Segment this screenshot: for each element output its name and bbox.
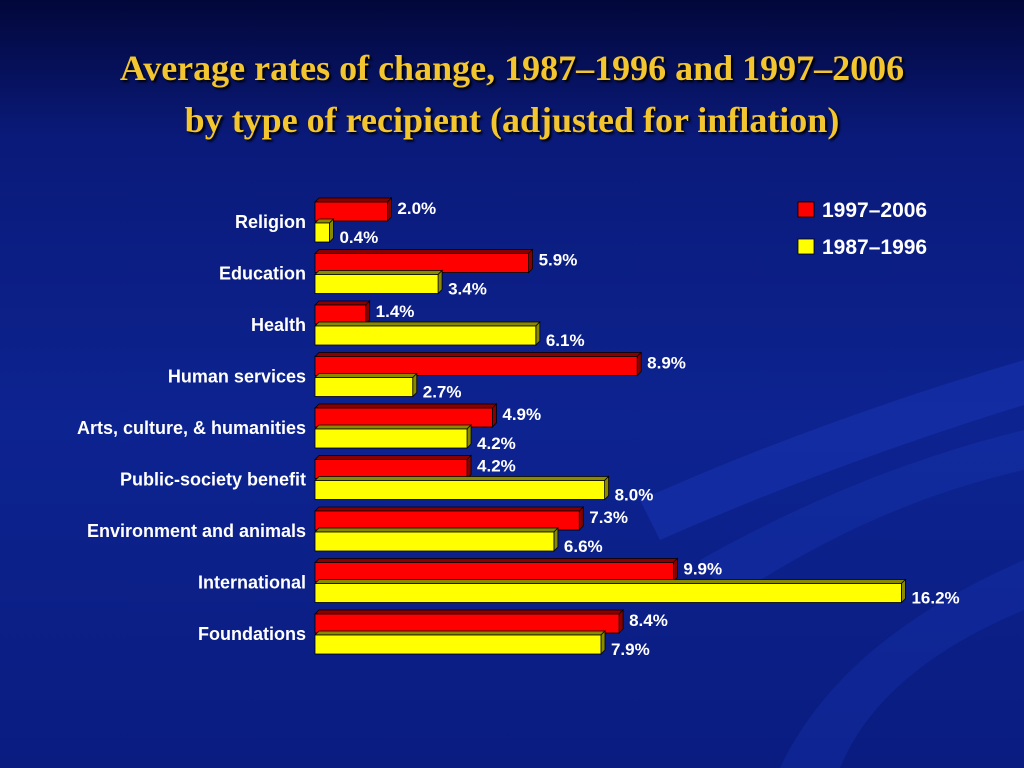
data-label-1997-2006: 8.9% xyxy=(647,354,686,373)
bar-1997-2006 xyxy=(314,248,534,274)
data-label-1987-1996: 0.4% xyxy=(339,228,378,247)
bar-1997-2006 xyxy=(314,351,643,377)
chart-legend: 1997–2006 1987–1996 xyxy=(797,199,927,259)
data-label-1987-1996: 3.4% xyxy=(448,280,487,299)
data-label-1997-2006: 4.9% xyxy=(502,405,541,424)
data-label-1997-2006: 2.0% xyxy=(397,199,436,218)
legend-swatch xyxy=(797,238,815,255)
data-label-1987-1996: 6.1% xyxy=(546,331,585,350)
data-label-1997-2006: 1.4% xyxy=(376,302,415,321)
legend-label: 1987–1996 xyxy=(822,236,927,259)
bar-1997-2006 xyxy=(314,197,393,222)
data-label-1997-2006: 5.9% xyxy=(539,251,578,270)
bar-1987-1996 xyxy=(314,475,610,501)
slide-title-line-2: by type of recipient (adjusted for infla… xyxy=(184,100,840,140)
data-label-1997-2006: 8.4% xyxy=(629,611,668,630)
bar-1987-1996 xyxy=(314,578,907,604)
category-label: Religion xyxy=(235,212,306,232)
bar-1997-2006 xyxy=(314,454,473,480)
bar-1987-1996 xyxy=(314,321,541,346)
data-label-1987-1996: 8.0% xyxy=(615,486,654,505)
category-label: Human services xyxy=(168,367,306,387)
bar-1997-2006 xyxy=(314,403,498,428)
slide-title-line-1: Average rates of change, 1987–1996 and 1… xyxy=(119,48,905,88)
bar-1987-1996 xyxy=(314,527,559,552)
slide-title: Average rates of change, 1987–1996 and 1… xyxy=(0,42,1024,146)
legend-swatch xyxy=(797,201,815,218)
bar-1997-2006 xyxy=(314,506,585,531)
data-label-1987-1996: 4.2% xyxy=(477,434,516,453)
category-label: Environment and animals xyxy=(87,521,306,541)
bar-1997-2006 xyxy=(314,609,625,634)
category-label: Health xyxy=(251,315,306,335)
legend-label: 1997–2006 xyxy=(822,199,927,222)
bar-1997-2006 xyxy=(314,300,371,325)
category-label: International xyxy=(198,573,306,593)
data-label-1997-2006: 9.9% xyxy=(683,560,722,579)
bar-1987-1996 xyxy=(314,630,606,655)
category-label: Public-society benefit xyxy=(120,470,306,490)
category-label: Education xyxy=(219,264,306,284)
category-label: Foundations xyxy=(198,624,306,644)
data-label-1997-2006: 7.3% xyxy=(589,508,628,527)
bar-1987-1996 xyxy=(314,218,335,243)
data-label-1987-1996: 6.6% xyxy=(564,537,603,556)
legend-item-1987-1996: 1987–1996 xyxy=(797,236,927,259)
legend-item-1997-2006: 1997–2006 xyxy=(797,199,927,222)
bar-1997-2006 xyxy=(314,557,679,583)
data-label-1997-2006: 4.2% xyxy=(477,457,516,476)
data-label-1987-1996: 2.7% xyxy=(423,383,462,402)
bar-1987-1996 xyxy=(314,424,473,449)
category-label: Arts, culture, & humanities xyxy=(77,418,306,438)
data-label-1987-1996: 7.9% xyxy=(611,640,650,659)
data-label-1987-1996: 16.2% xyxy=(911,589,959,608)
chart-bars: Religion 2.0% 0.4% Education 5.9% 3.4% Health 1… xyxy=(77,197,960,659)
bar-1987-1996 xyxy=(314,269,444,295)
bar-1987-1996 xyxy=(314,372,418,398)
